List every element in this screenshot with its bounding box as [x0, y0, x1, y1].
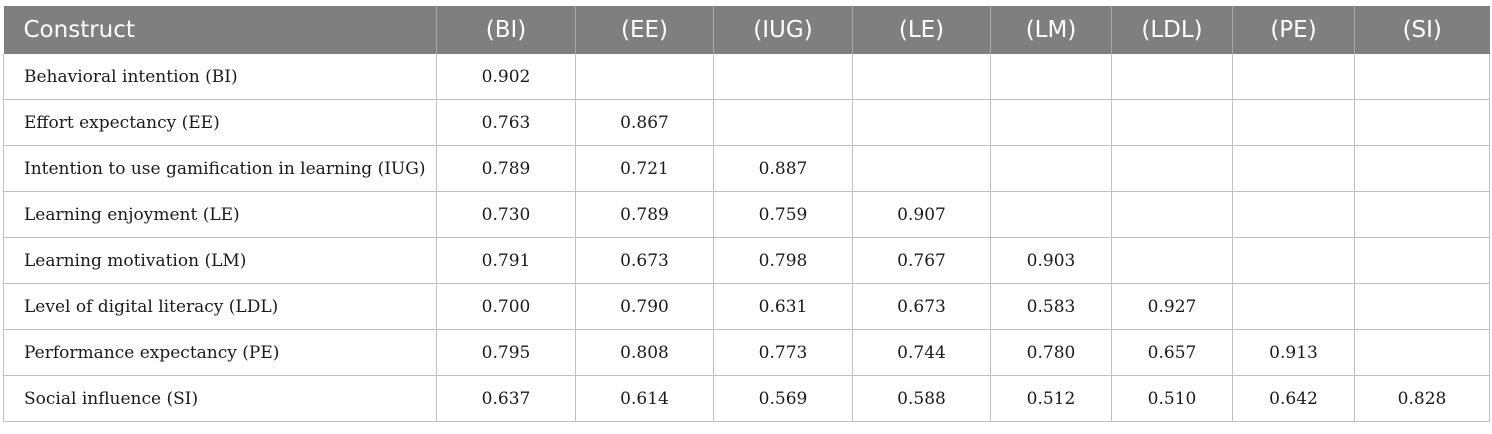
table-cell: 0.902 [436, 54, 576, 100]
table-row: Social influence (SI) 0.637 0.614 0.569 0.58… [3, 375, 1490, 422]
header-row: Construct (BI) (EE) (IUG) (LE) (LM) (LDL… [3, 6, 1490, 54]
table-cell [1232, 191, 1355, 238]
table-cell [1232, 283, 1355, 330]
table-cell: 0.583 [990, 283, 1112, 330]
table-cell: 0.744 [852, 329, 991, 376]
table-cell: 0.867 [575, 99, 714, 146]
table-row: Level of digital literacy (LDL) 0.700 0.79… [3, 283, 1490, 330]
header-cell-iug: (IUG) [713, 6, 853, 54]
table-cell: 0.780 [990, 329, 1112, 376]
table-cell [1354, 145, 1490, 192]
table-cell: 0.808 [575, 329, 714, 376]
table-cell: 0.773 [713, 329, 853, 376]
header-cell-lm: (LM) [990, 6, 1112, 54]
table-cell [1232, 99, 1355, 146]
row-label: Intention to use gamification in learnin… [3, 145, 437, 192]
correlation-table: Construct (BI) (EE) (IUG) (LE) (LM) (LDL… [3, 6, 1490, 422]
header-cell-construct: Construct [3, 6, 437, 54]
table-row: Learning motivation (LM) 0.791 0.673 0.798 0… [3, 237, 1490, 284]
header-cell-bi: (BI) [436, 6, 576, 54]
table-cell [1111, 237, 1233, 284]
table-cell [990, 54, 1112, 100]
table-cell: 0.588 [852, 375, 991, 422]
table-cell: 0.795 [436, 329, 576, 376]
table-cell [1354, 54, 1490, 100]
table-cell: 0.657 [1111, 329, 1233, 376]
table-cell [1111, 145, 1233, 192]
table-row: Performance expectancy (PE) 0.795 0.808 0.7… [3, 329, 1490, 376]
table-cell: 0.798 [713, 237, 853, 284]
header-cell-pe: (PE) [1232, 6, 1355, 54]
header-cell-le: (LE) [852, 6, 991, 54]
table-cell [990, 99, 1112, 146]
table-cell [1111, 99, 1233, 146]
table-cell: 0.631 [713, 283, 853, 330]
table-cell: 0.927 [1111, 283, 1233, 330]
table-cell [1354, 283, 1490, 330]
table-cell: 0.789 [575, 191, 714, 238]
table-row: Effort expectancy (EE) 0.763 0.867 [3, 99, 1490, 146]
table-cell [1232, 54, 1355, 100]
row-label: Learning motivation (LM) [3, 237, 437, 284]
table-cell [990, 191, 1112, 238]
table-cell: 0.673 [852, 283, 991, 330]
table-cell: 0.791 [436, 237, 576, 284]
table-cell [575, 54, 714, 100]
header-cell-ee: (EE) [575, 6, 714, 54]
header-cell-si: (SI) [1354, 6, 1490, 54]
table-cell: 0.637 [436, 375, 576, 422]
table-cell [852, 99, 991, 146]
table-cell: 0.903 [990, 237, 1112, 284]
table-cell [852, 145, 991, 192]
table-cell: 0.767 [852, 237, 991, 284]
table-cell [1111, 54, 1233, 100]
table-cell: 0.642 [1232, 375, 1355, 422]
table-cell [1354, 237, 1490, 284]
table-cell [1232, 237, 1355, 284]
row-label: Learning enjoyment (LE) [3, 191, 437, 238]
table-cell: 0.512 [990, 375, 1112, 422]
row-label: Behavioral intention (BI) [3, 54, 437, 100]
table-row: Behavioral intention (BI) 0.902 [3, 54, 1490, 100]
table-cell [852, 54, 991, 100]
table-cell: 0.789 [436, 145, 576, 192]
table-cell: 0.730 [436, 191, 576, 238]
table-cell [1111, 191, 1233, 238]
row-label: Performance expectancy (PE) [3, 329, 437, 376]
table-cell: 0.828 [1354, 375, 1490, 422]
header-cell-ldl: (LDL) [1111, 6, 1233, 54]
correlation-table-container: Construct (BI) (EE) (IUG) (LE) (LM) (LDL… [3, 6, 1490, 422]
table-cell: 0.510 [1111, 375, 1233, 422]
row-label: Level of digital literacy (LDL) [3, 283, 437, 330]
table-cell [1354, 329, 1490, 376]
table-cell: 0.913 [1232, 329, 1355, 376]
row-label: Social influence (SI) [3, 375, 437, 422]
table-cell [1354, 99, 1490, 146]
table-body: Behavioral intention (BI) 0.902 Effort exp… [3, 54, 1490, 422]
table-cell: 0.790 [575, 283, 714, 330]
table-cell [990, 145, 1112, 192]
table-cell: 0.614 [575, 375, 714, 422]
table-cell: 0.700 [436, 283, 576, 330]
table-cell: 0.569 [713, 375, 853, 422]
table-cell: 0.907 [852, 191, 991, 238]
row-label: Effort expectancy (EE) [3, 99, 437, 146]
table-cell: 0.759 [713, 191, 853, 238]
table-cell [1354, 191, 1490, 238]
table-row: Learning enjoyment (LE) 0.730 0.789 0.759 0.… [3, 191, 1490, 238]
table-cell: 0.887 [713, 145, 853, 192]
table-cell: 0.673 [575, 237, 714, 284]
table-cell [713, 99, 853, 146]
table-cell [713, 54, 853, 100]
table-cell [1232, 145, 1355, 192]
table-cell: 0.721 [575, 145, 714, 192]
table-cell: 0.763 [436, 99, 576, 146]
table-row: Intention to use gamification in learnin… [3, 145, 1490, 192]
